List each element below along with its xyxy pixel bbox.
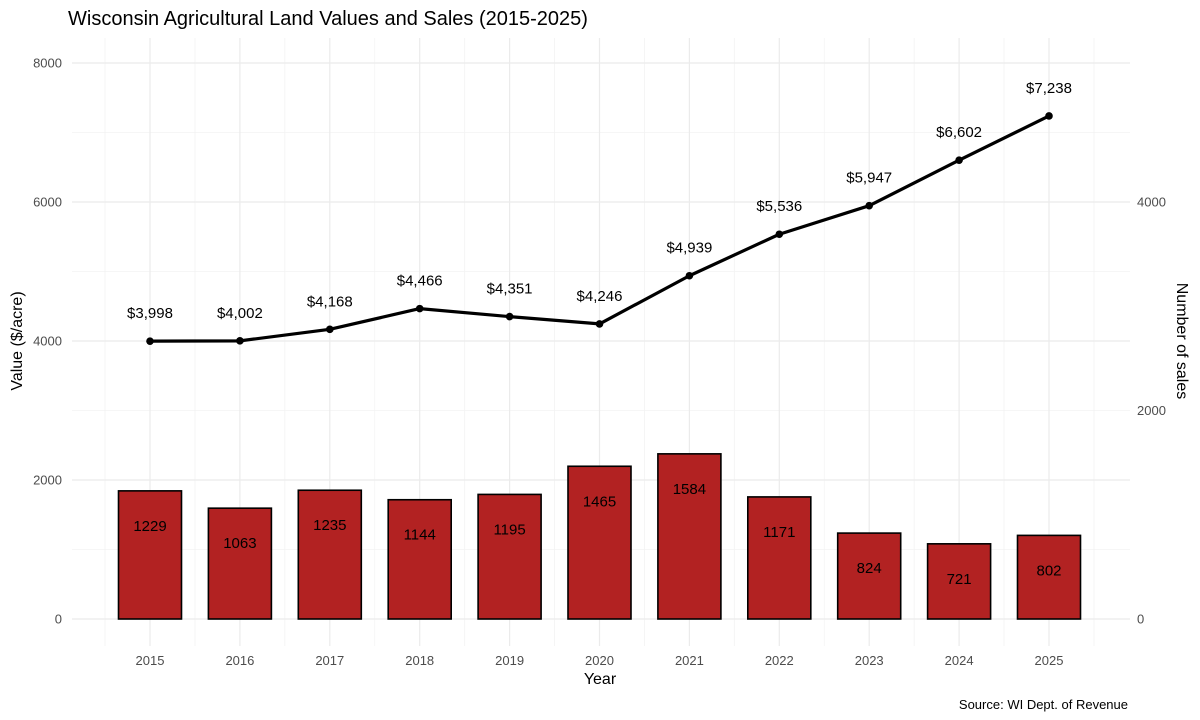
line-value-label: $4,939 bbox=[666, 240, 712, 257]
x-tick-label: 2025 bbox=[1035, 653, 1064, 668]
line-value-label: $6,602 bbox=[936, 124, 982, 141]
bar bbox=[657, 453, 722, 620]
line-point bbox=[775, 230, 784, 239]
x-tick-label: 2017 bbox=[315, 653, 344, 668]
line-point bbox=[505, 312, 514, 321]
line-value-label: $4,168 bbox=[307, 293, 353, 310]
bar-value-label: 824 bbox=[857, 560, 882, 577]
line-value-label: $5,947 bbox=[846, 170, 892, 187]
line-value-label: $3,998 bbox=[127, 305, 173, 322]
left-tick-label: 6000 bbox=[33, 195, 62, 210]
source-caption: Source: WI Dept. of Revenue bbox=[959, 697, 1128, 712]
bar-value-label: 1195 bbox=[493, 521, 525, 538]
line-value-label: $4,466 bbox=[397, 273, 443, 290]
bar bbox=[297, 489, 363, 620]
bar bbox=[1016, 534, 1082, 620]
bar bbox=[477, 493, 542, 620]
x-tick-label: 2024 bbox=[945, 653, 974, 668]
bar-value-label: 1063 bbox=[223, 535, 256, 552]
left-tick-label: 4000 bbox=[33, 334, 62, 349]
line-point bbox=[685, 271, 694, 280]
line-value-label: $5,536 bbox=[756, 198, 802, 215]
x-tick-label: 2018 bbox=[405, 653, 434, 668]
right-tick-label: 2000 bbox=[1137, 403, 1166, 418]
bar bbox=[926, 543, 992, 620]
left-tick-label: 8000 bbox=[33, 56, 62, 71]
x-tick-label: 2021 bbox=[675, 653, 704, 668]
data-labels: 1229 1063 1235 1144 1195 1465 1584 1171 824 721 80… bbox=[127, 80, 1072, 588]
bar-value-label: 1235 bbox=[313, 517, 346, 534]
bar bbox=[567, 465, 632, 620]
line-value-label: $4,002 bbox=[217, 305, 263, 322]
bar bbox=[836, 532, 902, 620]
chart-title: Wisconsin Agricultural Land Values and S… bbox=[68, 8, 588, 30]
line-point bbox=[1045, 112, 1053, 120]
x-tick-label: 2023 bbox=[855, 653, 884, 668]
bar bbox=[207, 507, 273, 620]
bar bbox=[117, 490, 183, 620]
x-tick-label: 2016 bbox=[225, 653, 254, 668]
bar-value-label: 1229 bbox=[133, 518, 166, 535]
left-tick-label: 0 bbox=[55, 612, 62, 627]
line-value-label: $4,351 bbox=[487, 281, 533, 298]
bar-series bbox=[117, 453, 1082, 620]
line-value-label: $4,246 bbox=[577, 288, 623, 305]
left-axis-title: Value ($/acre) bbox=[9, 291, 26, 390]
axes: 0 2000 4000 6000 8000 0 2000 4000 2015 2016 2017 20… bbox=[33, 56, 1166, 669]
bar-value-label: 802 bbox=[1036, 562, 1061, 579]
bar-value-label: 1465 bbox=[583, 493, 616, 510]
line-point bbox=[146, 337, 154, 345]
x-tick-label: 2015 bbox=[136, 653, 165, 668]
line-series bbox=[146, 112, 1053, 345]
line-point bbox=[955, 156, 963, 164]
line-point bbox=[326, 325, 334, 334]
bar-value-label: 1584 bbox=[673, 481, 706, 498]
bar bbox=[387, 498, 453, 620]
right-axis-title: Number of sales bbox=[1173, 283, 1190, 400]
x-tick-label: 2020 bbox=[585, 653, 614, 668]
line-value-label: $7,238 bbox=[1026, 80, 1072, 97]
right-tick-label: 4000 bbox=[1137, 194, 1166, 209]
bar-value-label: 1171 bbox=[763, 524, 795, 541]
right-tick-label: 0 bbox=[1137, 612, 1144, 627]
x-axis-title: Year bbox=[584, 671, 617, 688]
bar-value-label: 721 bbox=[947, 571, 972, 588]
bar-value-label: 1144 bbox=[404, 527, 436, 544]
line-point bbox=[236, 337, 244, 345]
x-tick-label: 2022 bbox=[765, 653, 794, 668]
x-tick-label: 2019 bbox=[495, 653, 524, 668]
bar bbox=[746, 496, 812, 620]
left-tick-label: 2000 bbox=[33, 473, 62, 488]
line-point bbox=[865, 201, 873, 210]
line-point bbox=[415, 304, 424, 313]
line-point bbox=[595, 320, 604, 328]
